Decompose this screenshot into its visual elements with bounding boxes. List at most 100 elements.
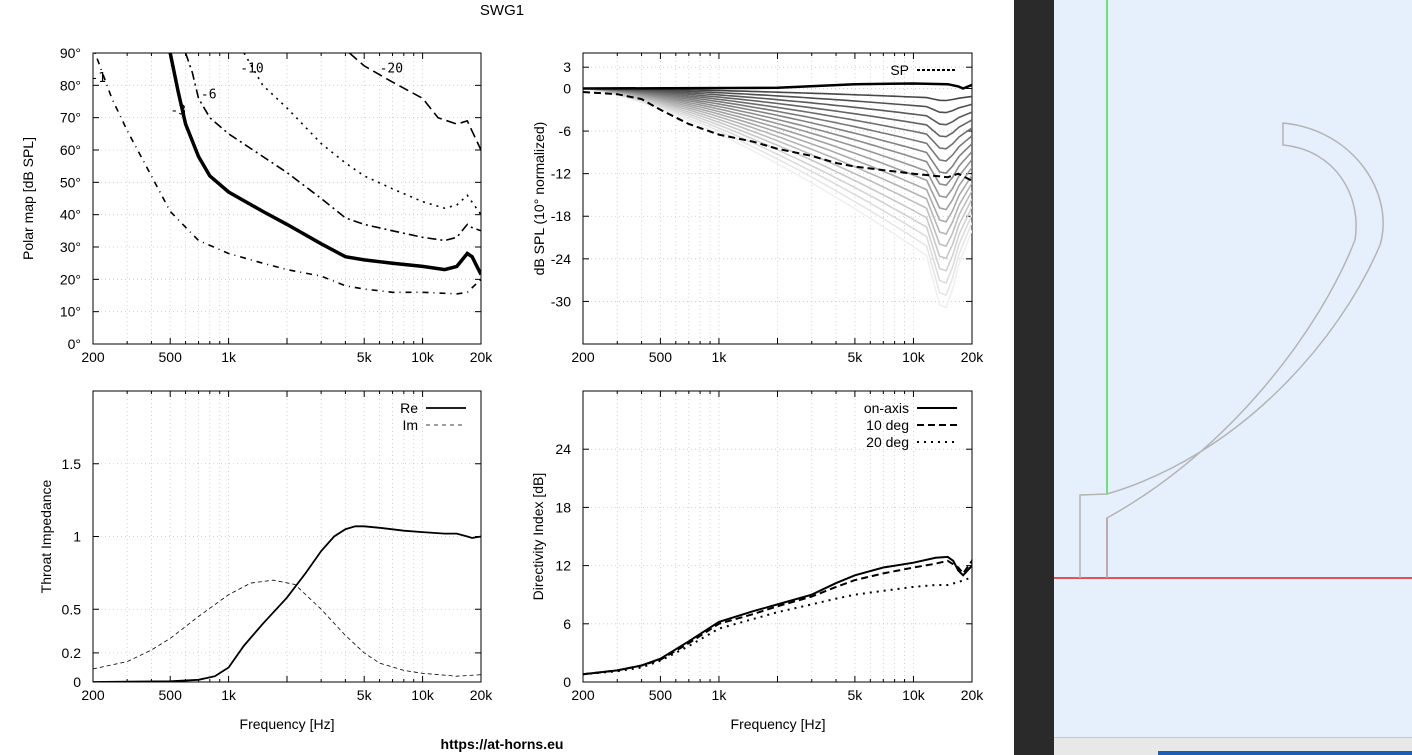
contour-label: -1	[90, 71, 106, 86]
contour-label: -6	[201, 87, 217, 102]
y-tick-label: 60°	[60, 142, 81, 158]
y-tick-label: 24	[555, 441, 571, 457]
plot-area	[93, 525, 481, 682]
x-tick-label: 10k	[411, 687, 435, 703]
x-axis-label: Frequency [Hz]	[240, 716, 335, 732]
viewer-status-bar	[1054, 737, 1412, 755]
plot-frame	[92, 390, 482, 683]
y-tick-label: 30°	[60, 239, 81, 255]
y-axis-label: Throat Impedance	[38, 479, 54, 593]
angle-curve	[583, 87, 972, 235]
y-tick-label: 0	[563, 80, 571, 96]
y-tick-label: 50°	[60, 174, 81, 190]
angle-curve	[583, 87, 972, 187]
y-tick-label: -24	[551, 251, 571, 267]
y-tick-label: -18	[551, 208, 571, 224]
legend-label: Im	[402, 417, 418, 433]
plot-frame	[582, 390, 973, 683]
directivity-index-chart: 200 500 1k 5k 10k 20k 0 6 12 18 24 Frequency [Hz] Di…	[530, 390, 985, 732]
y-tick-label: 0	[563, 674, 571, 690]
x-tick-label: 200	[81, 349, 105, 365]
plot-area	[583, 555, 972, 676]
y-tick-label: 6	[563, 616, 571, 632]
x-tick-label: 10k	[902, 349, 926, 365]
reference-curve	[583, 82, 972, 90]
series-line-20 deg	[583, 576, 972, 676]
plot-area	[94, 53, 481, 295]
x-tick-label: 1k	[712, 687, 728, 703]
plot-frame	[582, 52, 973, 345]
x-tick-label: 200	[571, 687, 595, 703]
x-tick-label: 5k	[357, 687, 373, 703]
figure-title: SWG1	[480, 2, 524, 19]
contour-label: -3	[170, 103, 186, 118]
series-line--3	[168, 53, 481, 276]
angle-curve	[583, 87, 972, 223]
x-tick-label: 5k	[848, 687, 864, 703]
plot-frame	[92, 52, 482, 345]
horn-profile-outline	[1079, 122, 1384, 578]
y-tick-label: 40°	[60, 207, 81, 223]
grid-lines	[582, 391, 973, 683]
grid-lines	[92, 391, 482, 683]
y-axis-label: Directivity Index [dB]	[530, 473, 546, 601]
y-tick-label: 12	[555, 558, 571, 574]
geometry-viewer[interactable]	[1054, 0, 1412, 755]
series-line-on-axis	[583, 555, 972, 676]
polar-map-chart: 200 500 1k 5k 10k 20k 0° 10° 20° 30° 40° 50° 60° 70° 8…	[20, 45, 493, 365]
y-tick-label: -30	[551, 293, 571, 309]
series-line-SP	[583, 91, 972, 182]
series-line--1	[94, 53, 481, 295]
y-tick-label: 0.2	[62, 645, 82, 661]
y-tick-label: 0.5	[62, 601, 82, 617]
y-tick-label: 10°	[60, 304, 81, 320]
series-line--10	[243, 53, 481, 216]
status-bar-progress	[1158, 751, 1412, 755]
viewer-divider-bar	[1014, 0, 1054, 755]
angle-curve	[583, 87, 972, 309]
contour-label: -10	[240, 61, 263, 76]
legend-label: 20 deg	[866, 434, 909, 450]
y-tick-label: 1	[73, 529, 81, 545]
x-tick-label: 1k	[221, 687, 237, 703]
x-tick-label: 5k	[848, 349, 864, 365]
x-tick-label: 200	[571, 349, 595, 365]
y-tick-label: 20°	[60, 271, 81, 287]
x-tick-label: 20k	[961, 349, 985, 365]
x-tick-label: 20k	[961, 687, 985, 703]
y-tick-label: 0°	[68, 336, 81, 352]
series-line-Im	[93, 579, 481, 677]
x-tick-label: 20k	[470, 687, 494, 703]
status-bar-border	[1054, 737, 1412, 738]
grid-lines	[92, 52, 482, 345]
y-tick-label: -12	[551, 166, 571, 182]
x-tick-label: 500	[159, 349, 183, 365]
y-tick-label: -6	[559, 123, 572, 139]
y-tick-label: 80°	[60, 77, 81, 93]
x-tick-label: 500	[649, 349, 673, 365]
series-line--20	[348, 53, 481, 154]
y-tick-label: 90°	[60, 45, 81, 61]
series-line--6	[184, 53, 481, 242]
x-tick-label: 1k	[712, 349, 728, 365]
x-tick-label: 200	[81, 687, 105, 703]
x-tick-label: 500	[649, 687, 673, 703]
legend-label: Re	[400, 400, 418, 416]
y-tick-label: 3	[563, 59, 571, 75]
angle-curve	[583, 87, 972, 260]
x-tick-label: 10k	[411, 349, 435, 365]
series-line-10 deg	[583, 557, 972, 676]
plot-area	[583, 82, 972, 309]
y-axis-label: Polar map [dB SPL]	[20, 137, 36, 260]
legend-label: SP	[890, 62, 909, 78]
legend: SP	[890, 62, 957, 78]
x-tick-label: 20k	[470, 349, 494, 365]
source-url: https://at-horns.eu	[441, 736, 564, 752]
x-axis-label: Frequency [Hz]	[731, 716, 826, 732]
y-tick-label: 1.5	[62, 456, 82, 472]
x-tick-label: 5k	[357, 349, 373, 365]
y-tick-label: 18	[555, 499, 571, 515]
